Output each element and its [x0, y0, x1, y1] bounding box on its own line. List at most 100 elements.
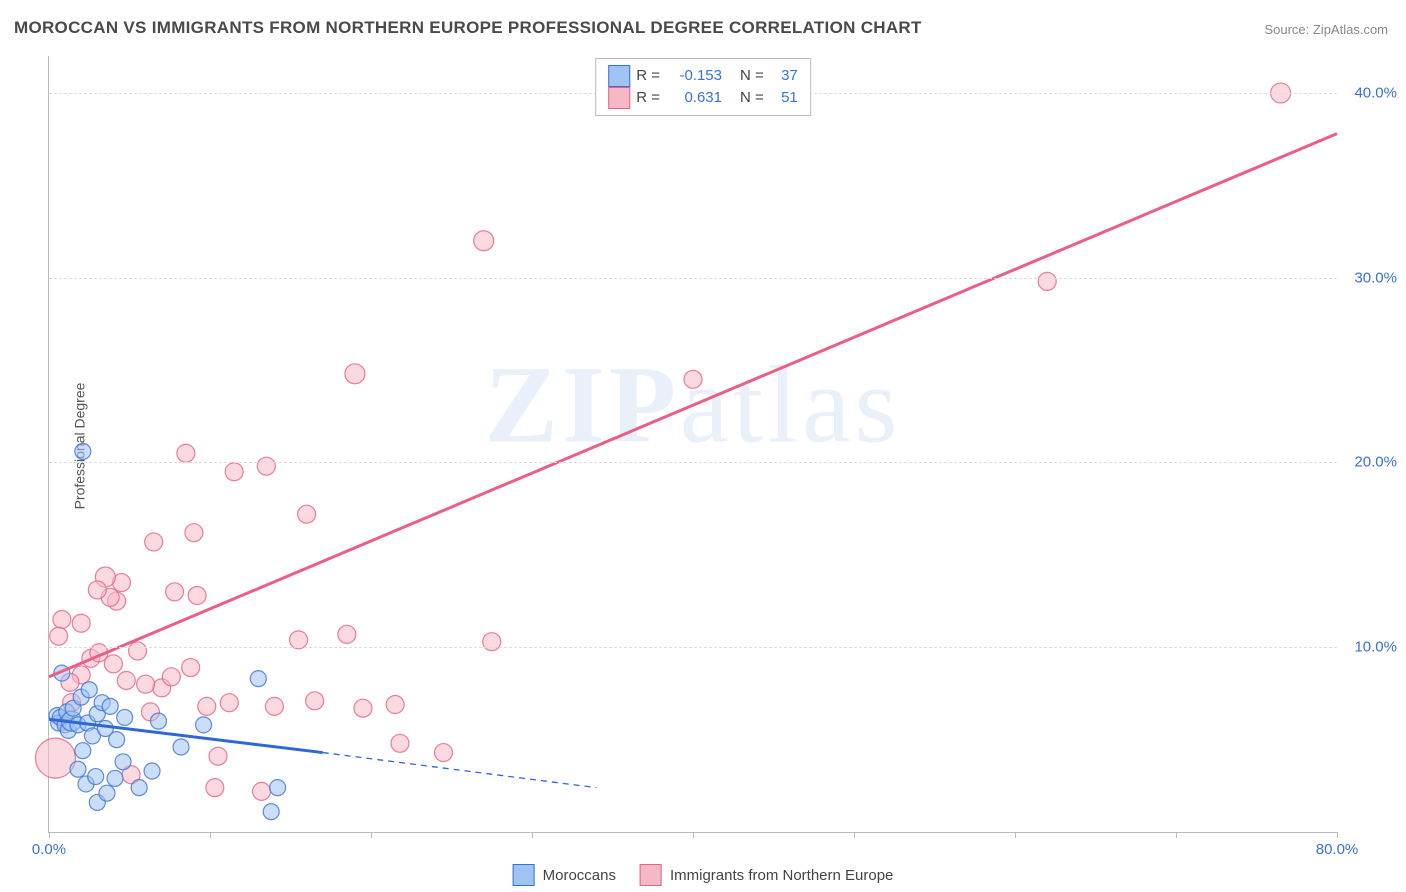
- series-legend: Moroccans Immigrants from Northern Europe: [513, 864, 894, 886]
- legend-r-label: R =: [636, 87, 660, 109]
- y-tick-label: 30.0%: [1354, 269, 1397, 286]
- x-tick-mark: [210, 832, 211, 838]
- data-point: [107, 770, 123, 786]
- data-point: [166, 583, 184, 601]
- data-point: [250, 671, 266, 687]
- data-point: [225, 463, 243, 481]
- legend-swatch: [640, 864, 662, 886]
- data-point: [150, 713, 166, 729]
- data-point: [50, 627, 68, 645]
- gridline-h: [49, 278, 1337, 279]
- y-tick-label: 10.0%: [1354, 639, 1397, 656]
- data-point: [253, 782, 271, 800]
- x-tick-label: 80.0%: [1316, 841, 1359, 858]
- data-point: [434, 744, 452, 762]
- x-tick-mark: [854, 832, 855, 838]
- data-point: [75, 743, 91, 759]
- data-point: [220, 694, 238, 712]
- data-point: [257, 457, 275, 475]
- x-tick-mark: [532, 832, 533, 838]
- x-tick-mark: [1015, 832, 1016, 838]
- data-point: [173, 739, 189, 755]
- data-point: [88, 769, 104, 785]
- legend-swatch: [513, 864, 535, 886]
- data-point: [99, 785, 115, 801]
- data-point: [81, 682, 97, 698]
- data-point: [1038, 272, 1056, 290]
- scatter-svg: [49, 56, 1337, 832]
- series-legend-label: Moroccans: [543, 867, 616, 884]
- correlation-legend: R = -0.153 N = 37 R = 0.631 N = 51: [595, 58, 811, 116]
- data-point: [185, 524, 203, 542]
- legend-r-value: 0.631: [666, 87, 722, 109]
- trend-line-moroccans-dash: [323, 753, 597, 788]
- source-label: Source: ZipAtlas.com: [1264, 22, 1388, 37]
- data-point: [129, 642, 147, 660]
- y-tick-label: 40.0%: [1354, 84, 1397, 101]
- data-point: [386, 696, 404, 714]
- data-point: [196, 717, 212, 733]
- data-point: [345, 364, 365, 384]
- data-point: [182, 659, 200, 677]
- x-tick-mark: [1176, 832, 1177, 838]
- data-point: [188, 587, 206, 605]
- data-point: [53, 611, 71, 629]
- plot-area: ZIPatlas 10.0%20.0%30.0%40.0%0.0%80.0%: [48, 56, 1337, 833]
- gridline-h: [49, 647, 1337, 648]
- x-tick-mark: [49, 832, 50, 838]
- data-point: [35, 738, 75, 778]
- data-point: [206, 779, 224, 797]
- legend-n-value: 51: [770, 87, 798, 109]
- series-legend-item: Immigrants from Northern Europe: [640, 864, 893, 886]
- legend-n-value: 37: [770, 65, 798, 87]
- data-point: [290, 631, 308, 649]
- data-point: [144, 763, 160, 779]
- x-tick-mark: [371, 832, 372, 838]
- data-point: [72, 614, 90, 632]
- data-point: [338, 625, 356, 643]
- data-point: [209, 747, 227, 765]
- data-point: [198, 697, 216, 715]
- legend-r-label: R =: [636, 65, 660, 87]
- data-point: [117, 709, 133, 725]
- data-point: [115, 754, 131, 770]
- data-point: [265, 697, 283, 715]
- legend-row: R = 0.631 N = 51: [608, 87, 798, 109]
- data-point: [391, 734, 409, 752]
- data-point: [145, 533, 163, 551]
- data-point: [102, 698, 118, 714]
- data-point: [109, 732, 125, 748]
- chart-container: MOROCCAN VS IMMIGRANTS FROM NORTHERN EUR…: [0, 0, 1406, 892]
- data-point: [117, 671, 135, 689]
- data-point: [263, 804, 279, 820]
- data-point: [298, 505, 316, 523]
- data-point: [75, 443, 91, 459]
- x-tick-label: 0.0%: [32, 841, 66, 858]
- trend-line-ne: [49, 134, 1337, 677]
- legend-r-value: -0.153: [666, 65, 722, 87]
- data-point: [306, 692, 324, 710]
- legend-swatch: [608, 65, 630, 87]
- series-legend-label: Immigrants from Northern Europe: [670, 867, 893, 884]
- x-tick-mark: [1337, 832, 1338, 838]
- legend-n-label: N =: [740, 87, 764, 109]
- legend-swatch: [608, 87, 630, 109]
- x-tick-mark: [693, 832, 694, 838]
- series-legend-item: Moroccans: [513, 864, 616, 886]
- data-point: [162, 668, 180, 686]
- data-point: [88, 581, 106, 599]
- data-point: [684, 370, 702, 388]
- data-point: [131, 780, 147, 796]
- data-point: [177, 444, 195, 462]
- data-point: [354, 699, 372, 717]
- gridline-h: [49, 462, 1337, 463]
- data-point: [474, 231, 494, 251]
- data-point: [270, 780, 286, 796]
- data-point: [70, 761, 86, 777]
- y-tick-label: 20.0%: [1354, 454, 1397, 471]
- legend-n-label: N =: [740, 65, 764, 87]
- legend-row: R = -0.153 N = 37: [608, 65, 798, 87]
- data-point: [104, 655, 122, 673]
- chart-title: MOROCCAN VS IMMIGRANTS FROM NORTHERN EUR…: [14, 18, 922, 38]
- data-point: [137, 675, 155, 693]
